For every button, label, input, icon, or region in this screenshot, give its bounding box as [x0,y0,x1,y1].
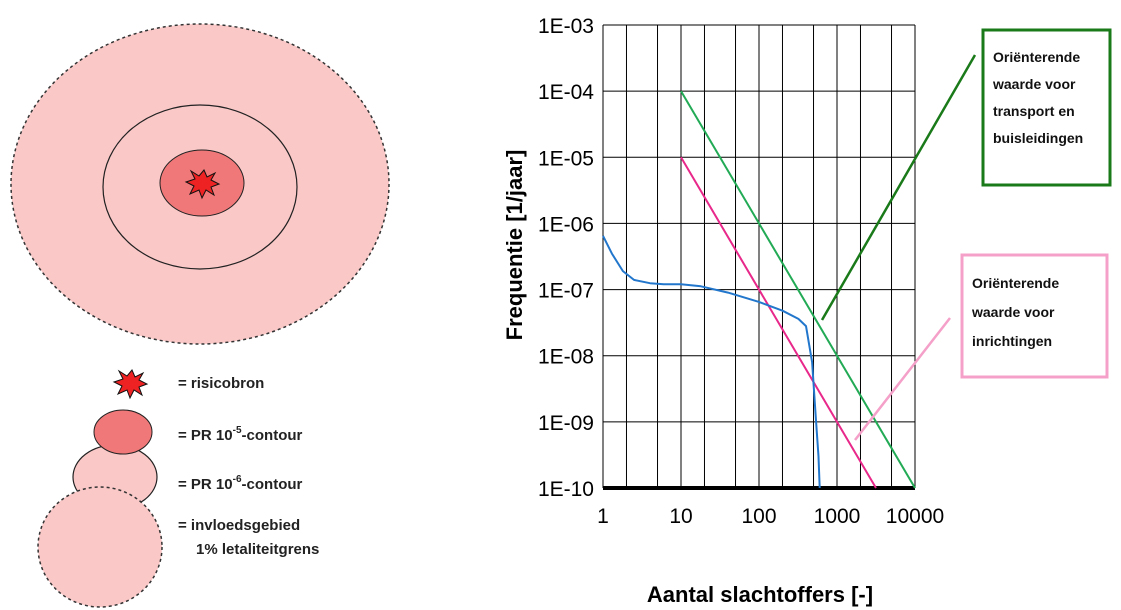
legend-influence-label-1: = invloedsgebied [178,517,300,534]
series-line-0 [680,90,916,489]
annotation-transport-pointer [820,54,977,321]
y-tick-label-2: 1E-05 [538,147,594,170]
diagram-legend: = risicobron = PR 10-5-contour = PR 10-6… [37,369,319,608]
legend-pr5-label: = PR 10-5-contour [178,425,303,444]
series-line-2 [602,235,821,489]
legend-influence-label-2: 1% letaliteitgrens [196,541,319,558]
annotation-transport-line-4: buisleidingen [993,130,1083,146]
fn-chart: 1 10 100 1000 10000 1E-031E-041E-051E-061E-0… [502,15,1112,607]
annotation-transport-line-3: transport en [993,103,1075,119]
y-tick-label-7: 1E-10 [538,478,594,501]
legend-pr6-label: = PR 10-6-contour [178,474,303,493]
annotation-inrichtingen-line-2: waarde voor [971,304,1055,320]
x-tick-label-1: 10 [669,505,692,528]
y-tick-label-3: 1E-06 [538,213,594,236]
x-tick-labels: 1 10 100 1000 10000 [597,505,944,528]
y-tick-label-0: 1E-03 [538,15,594,38]
risk-contour-diagram [10,23,390,345]
x-axis-title: Aantal slachtoffers [-] [647,582,873,607]
chart-series [602,90,916,489]
explosion-icon [184,169,221,200]
x-tick-label-2: 100 [741,505,776,528]
legend-source-label: = risicobron [178,375,264,392]
chart-grid [602,24,916,490]
annotation-inrichtingen-line-3: inrichtingen [972,333,1052,349]
annotation-inrichtingen-box [960,253,1109,379]
annotation-inrichtingen-pointer [854,317,951,441]
x-tick-label-0: 1 [597,505,609,528]
y-tick-label-5: 1E-08 [538,346,594,369]
series-line-1 [680,156,877,489]
annotation-inrichtingen: Oriënterende waarde voor inrichtingen [854,253,1109,441]
legend-influence-swatch [37,486,163,608]
annotation-transport-line-2: waarde voor [992,76,1076,92]
annotation-transport: Oriënterende waarde voor transport en bu… [820,28,1112,321]
annotation-transport-line-1: Oriënterende [993,49,1080,65]
annotation-inrichtingen-line-1: Oriënterende [972,275,1059,291]
y-tick-label-6: 1E-09 [538,412,594,435]
y-tick-label-4: 1E-07 [538,280,594,303]
y-axis-title: Frequentie [1/jaar] [502,150,527,341]
x-tick-label-3: 1000 [814,505,861,528]
x-tick-label-4: 10000 [886,505,944,528]
y-tick-labels: 1E-03 1E-04 1E-05 1E-06 1E-07 1E-08 1E-09 1E-10 [538,15,594,501]
legend-explosion-icon [112,369,149,400]
y-tick-label-1: 1E-04 [538,81,594,104]
legend-pr5-swatch [93,409,153,455]
annotation-transport-box [981,28,1112,187]
